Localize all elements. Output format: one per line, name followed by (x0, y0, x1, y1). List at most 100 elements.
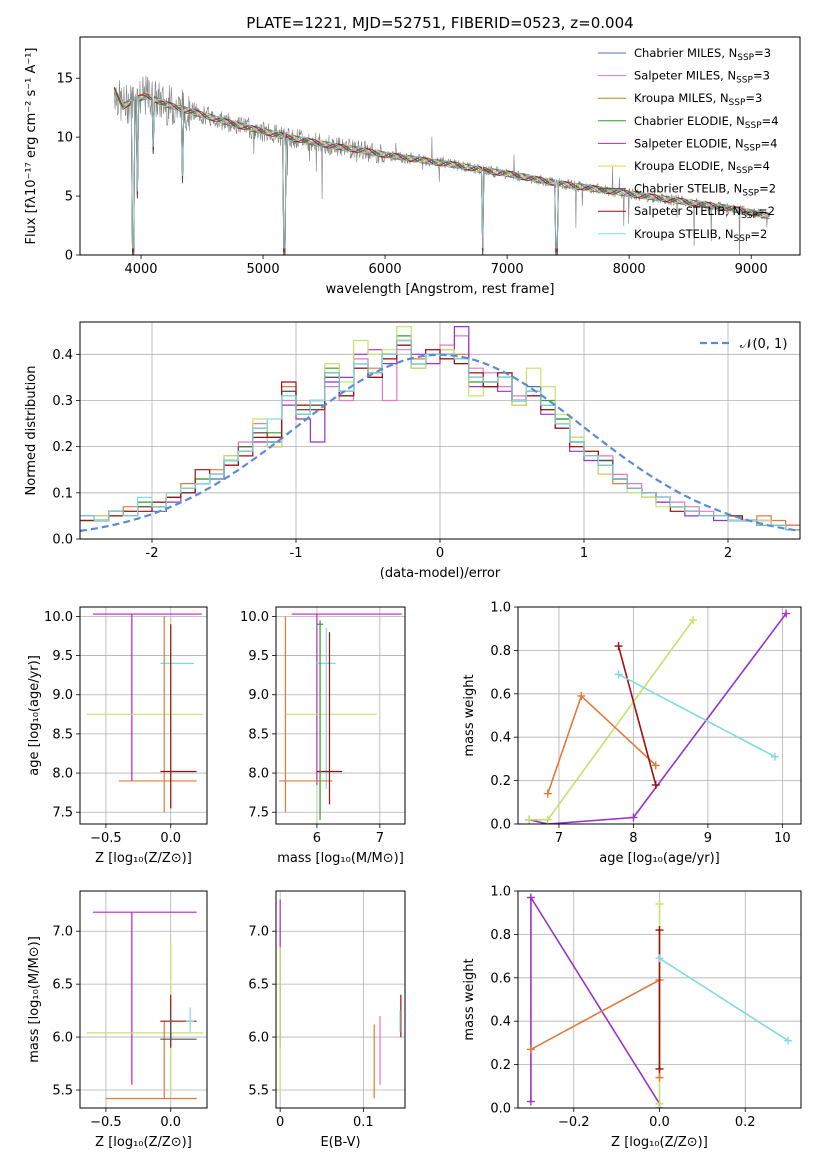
y-tick-label: 0.2 (52, 440, 73, 455)
legend-subscript: SSP (741, 211, 758, 221)
y-tick-label: 8.0 (248, 767, 269, 782)
y-tick-label: 0.4 (490, 731, 511, 746)
x-axis-label: Z [log₁₀(Z/Z⊙)] (611, 1135, 708, 1150)
legend-label: Chabrier ELODIE, NSSP=4 (634, 114, 779, 131)
y-tick-label: 6.5 (52, 978, 73, 993)
y-tick-label: 9.5 (52, 649, 73, 664)
y-tick-label: 8.0 (52, 767, 73, 782)
x-tick-label: -2 (146, 546, 159, 561)
legend-label-rest: =2 (759, 182, 776, 196)
plot-area-age_vs_mass (279, 613, 402, 821)
y-tick-label: 8.5 (248, 727, 269, 742)
x-axis-label: mass [log₁₀(M/M⊙)] (277, 851, 404, 866)
y-tick-label: 7.5 (248, 806, 269, 821)
y-tick-label: 1.0 (490, 885, 511, 900)
panel-age_vs_Z: −0.5 0.0 7.5 8.0 8.5 9.0 9.5 10.0 Z [log₁₀(Z/Z⊙)… (27, 606, 208, 866)
y-tick-label: 10 (56, 131, 73, 146)
axes-frame (79, 606, 208, 825)
panel-residuals: -2 -1 0 1 2 0.0 0.1 0.2 0.3 0.4 (data-model)/error… (24, 321, 801, 581)
x-tick-label: 1 (580, 546, 588, 561)
x-tick-label: 9000 (735, 262, 768, 277)
x-tick-label: -1 (290, 546, 303, 561)
y-tick-label: 0.0 (490, 1102, 511, 1117)
y-tick-label: 10.0 (44, 610, 73, 625)
legend-label: Kroupa MILES, NSSP=3 (634, 91, 762, 108)
x-tick-label: 5000 (247, 262, 280, 277)
x-axis-label: Z [log₁₀(Z/Z⊙)] (95, 1135, 192, 1150)
y-tick-label: 6.0 (248, 1031, 269, 1046)
panel-mass_weight_vs_Z: −0.2 0.0 0.2 0.0 0.2 0.4 0.6 0.8 1.0 Z [log₁₀(Z/Z… (462, 885, 802, 1150)
y-tick-label: 6.0 (52, 1031, 73, 1046)
legend-label-rest: =3 (754, 46, 771, 60)
axes-frame (79, 321, 801, 540)
y-tick-label: 15 (56, 72, 73, 87)
legend-label-rest: =4 (762, 114, 779, 128)
x-tick-label: 0 (436, 546, 444, 561)
axes-frame (79, 36, 801, 256)
legend-label: Chabrier STELIB, NSSP=2 (634, 182, 776, 199)
legend-label-rest: =4 (753, 159, 770, 173)
x-tick-label: 0.0 (160, 1115, 181, 1130)
y-tick-label: 9.0 (52, 688, 73, 703)
plot-area-mass_vs_ebv (279, 899, 402, 1099)
x-tick-label: −0.5 (90, 831, 122, 846)
legend-subscript: SSP (729, 98, 746, 108)
y-tick-label: 0.8 (490, 644, 511, 659)
y-tick-label: 0.4 (52, 348, 73, 363)
residual-histogram (80, 339, 800, 531)
y-axis-label: age [log₁₀(age/yr)] (27, 655, 42, 776)
legend-subscript: SSP (742, 189, 759, 199)
legend-label: Salpeter STELIB, NSSP=2 (634, 204, 775, 221)
x-tick-label: 2 (724, 546, 732, 561)
figure-title: PLATE=1221, MJD=52751, FIBERID=0523, z=0… (246, 14, 633, 32)
x-tick-label: −0.2 (558, 1115, 590, 1130)
plot-area-residuals (80, 326, 800, 532)
y-tick-label: 10.0 (240, 610, 269, 625)
y-tick-label: 0.6 (490, 687, 511, 702)
panel-spectrum: 4000 5000 6000 7000 8000 9000 0 5 10 15 wavelength… (24, 36, 801, 297)
y-tick-label: 7.0 (248, 925, 269, 940)
y-tick-label: 0.1 (52, 486, 73, 501)
x-tick-label: 8000 (613, 262, 646, 277)
x-tick-label: −0.5 (90, 1115, 122, 1130)
x-tick-label: 4000 (124, 262, 157, 277)
axes-frame (275, 890, 406, 1109)
legend-label: Salpeter MILES, NSSP=3 (634, 69, 770, 86)
y-axis-label: Flux [fλ10⁻¹⁷ erg cm⁻² s⁻¹ A⁻¹] (24, 48, 39, 245)
mass-weight-line (529, 619, 694, 821)
x-axis-label: wavelength [Angstrom, rest frame] (326, 282, 555, 297)
plot-area-spectrum (113, 75, 770, 255)
x-tick-label: 6000 (369, 262, 402, 277)
legend-subscript: SSP (744, 143, 761, 153)
legend-label: Chabrier MILES, NSSP=3 (634, 46, 771, 63)
model-spectrum (113, 87, 770, 252)
model-spectrum (113, 86, 770, 255)
axes-frame (517, 606, 802, 825)
mass-weight-line (529, 613, 787, 824)
y-tick-label: 9.5 (248, 649, 269, 664)
x-tick-label: 10 (774, 831, 791, 846)
y-tick-label: 0.2 (490, 1058, 511, 1073)
plot-area-age_vs_Z (86, 613, 204, 813)
y-tick-label: 5.5 (52, 1084, 73, 1099)
axes-frame (275, 606, 406, 825)
panel-mass_vs_Z: −0.5 0.0 5.5 6.0 6.5 7.0 Z [log₁₀(Z/Z⊙)] mass [… (27, 890, 208, 1150)
x-tick-label: 0.0 (649, 1115, 670, 1130)
y-axis-label: Normed distribution (24, 366, 39, 496)
legend-label-rest: =2 (750, 227, 767, 241)
y-tick-label: 0.2 (490, 774, 511, 789)
y-axis-label: mass weight (462, 958, 477, 1040)
y-tick-label: 9.0 (248, 688, 269, 703)
mass-weight-line (659, 957, 789, 1042)
legend-subscript: SSP (745, 121, 762, 131)
legend-subscript: SSP (736, 166, 753, 176)
mass-weight-line (530, 978, 661, 1078)
legend-label-rest: =3 (753, 69, 770, 83)
legend-label: Kroupa ELODIE, NSSP=4 (634, 159, 770, 176)
mass-weight-line (530, 894, 661, 1108)
x-tick-label: 8 (629, 831, 637, 846)
y-tick-label: 1.0 (490, 601, 511, 616)
y-tick-label: 0.0 (490, 818, 511, 833)
legend-label: Salpeter ELODIE, NSSP=4 (634, 136, 777, 153)
